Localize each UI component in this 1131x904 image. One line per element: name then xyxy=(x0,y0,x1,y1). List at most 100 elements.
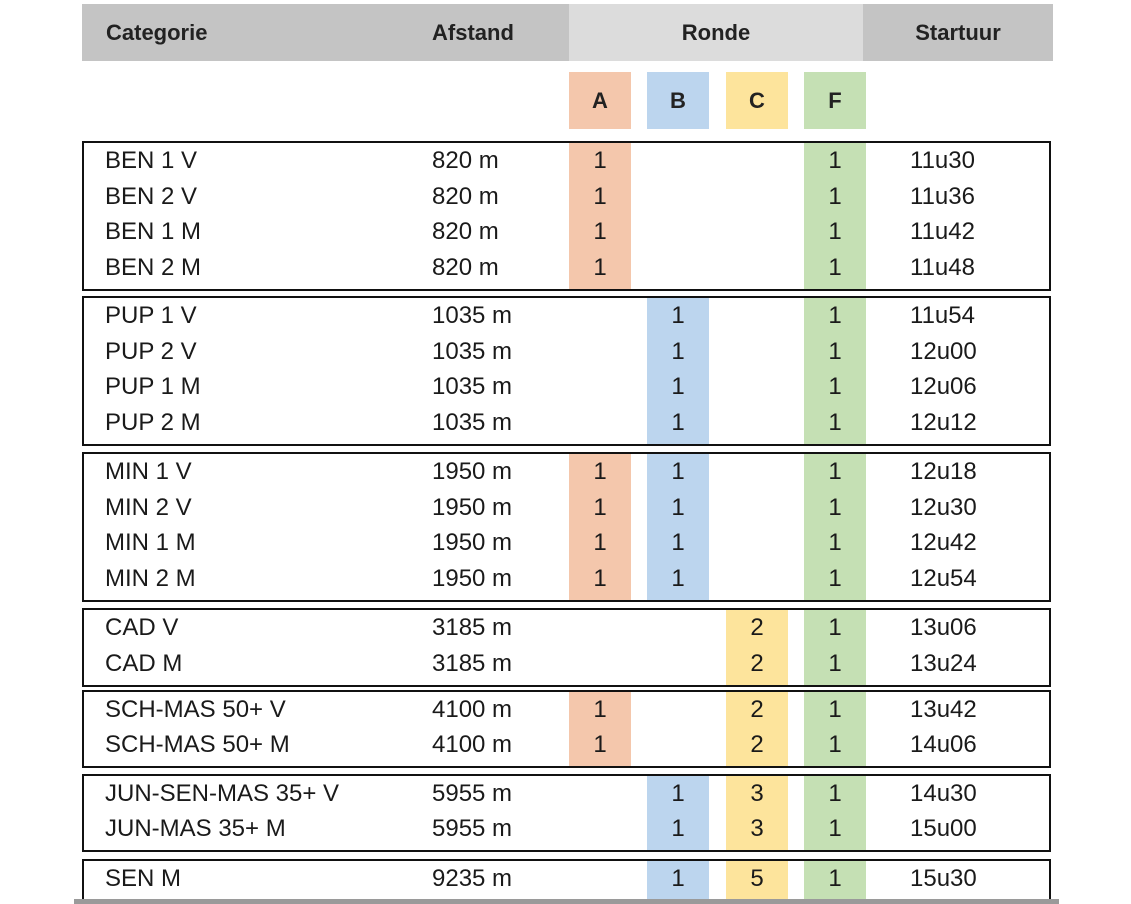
row-category: SEN M xyxy=(105,865,182,892)
round-f-strip xyxy=(804,454,866,600)
row-category: BEN 2 M xyxy=(105,253,202,281)
row-round-a-count: 1 xyxy=(593,493,607,521)
category-group xyxy=(82,141,1051,291)
row-start-time: 12u00 xyxy=(910,337,977,365)
row-distance: 3185 m xyxy=(432,649,513,677)
row-round-c-count: 2 xyxy=(750,649,764,677)
round-f-strip xyxy=(804,776,866,850)
row-round-f-count: 1 xyxy=(828,253,842,281)
header-ronde-cell: Ronde xyxy=(569,4,863,61)
row-round-c-count: 2 xyxy=(750,696,764,723)
row-distance: 820 m xyxy=(432,218,499,245)
category-group xyxy=(82,859,1051,902)
round-f-strip xyxy=(804,143,866,289)
row-category: BEN 1 M xyxy=(105,218,202,245)
round-b-strip xyxy=(647,776,709,850)
round-a-strip xyxy=(569,454,631,600)
row-round-a-count: 1 xyxy=(593,458,607,485)
row-distance: 1950 m xyxy=(432,564,513,592)
row-distance: 4100 m xyxy=(432,696,513,723)
row-category: PUP 1 V xyxy=(105,302,197,329)
row-round-f-count: 1 xyxy=(828,529,842,556)
round-f-strip xyxy=(804,692,866,766)
round-a-text: A xyxy=(592,87,608,113)
row-category: BEN 1 V xyxy=(105,147,198,174)
row-category: PUP 2 M xyxy=(105,408,201,436)
round-b-label: B xyxy=(647,72,709,129)
row-round-f-count: 1 xyxy=(828,865,842,892)
row-category: MIN 2 V xyxy=(105,493,192,521)
row-round-a-count: 1 xyxy=(593,731,607,758)
row-distance: 1035 m xyxy=(432,408,513,436)
row-round-f-count: 1 xyxy=(828,649,842,677)
row-round-b-count: 1 xyxy=(671,337,685,365)
row-distance: 1035 m xyxy=(432,373,513,400)
row-category: JUN-SEN-MAS 35+ V xyxy=(105,780,340,807)
row-start-time: 11u54 xyxy=(910,302,975,329)
row-round-b-count: 1 xyxy=(671,564,685,592)
row-round-b-count: 1 xyxy=(671,458,685,485)
row-round-a-count: 1 xyxy=(593,218,607,245)
row-round-b-count: 1 xyxy=(671,780,685,807)
round-c-text: C xyxy=(749,87,765,113)
row-distance: 5955 m xyxy=(432,815,513,842)
row-category: CAD M xyxy=(105,649,183,677)
row-category: PUP 1 M xyxy=(105,373,201,400)
page-bottom-edge xyxy=(74,899,1059,904)
row-distance: 1950 m xyxy=(432,529,513,556)
row-round-c-count: 2 xyxy=(750,731,764,758)
row-round-b-count: 1 xyxy=(671,493,685,521)
row-start-time: 14u06 xyxy=(910,731,977,758)
round-b-text: B xyxy=(670,87,686,113)
row-category: SCH-MAS 50+ V xyxy=(105,696,286,723)
row-category: JUN-MAS 35+ M xyxy=(105,815,286,842)
row-start-time: 11u36 xyxy=(910,182,975,210)
row-distance: 1950 m xyxy=(432,493,513,521)
row-start-time: 14u30 xyxy=(910,780,977,807)
header-afstand-cell: Afstand xyxy=(427,4,569,61)
row-round-b-count: 1 xyxy=(671,302,685,329)
row-round-f-count: 1 xyxy=(828,696,842,723)
round-b-strip xyxy=(647,861,709,900)
row-round-f-count: 1 xyxy=(828,564,842,592)
round-a-strip xyxy=(569,143,631,289)
row-start-time: 11u42 xyxy=(910,218,975,245)
row-category: MIN 1 M xyxy=(105,529,196,556)
round-b-strip xyxy=(647,454,709,600)
round-f-strip xyxy=(804,610,866,685)
round-f-strip xyxy=(804,861,866,900)
header-startuur-cell: Startuur xyxy=(863,4,1053,61)
row-round-f-count: 1 xyxy=(828,614,842,641)
row-round-f-count: 1 xyxy=(828,408,842,436)
row-category: PUP 2 V xyxy=(105,337,197,365)
row-round-c-count: 5 xyxy=(750,865,764,892)
row-round-a-count: 1 xyxy=(593,696,607,723)
row-round-a-count: 1 xyxy=(593,564,607,592)
row-round-a-count: 1 xyxy=(593,182,607,210)
row-round-a-count: 1 xyxy=(593,529,607,556)
row-distance: 3185 m xyxy=(432,614,513,641)
row-round-b-count: 1 xyxy=(671,408,685,436)
row-round-f-count: 1 xyxy=(828,780,842,807)
header-afstand: Afstand xyxy=(432,19,514,45)
round-f-strip xyxy=(804,298,866,444)
round-a-label: A xyxy=(569,72,631,129)
row-distance: 4100 m xyxy=(432,731,513,758)
row-start-time: 12u54 xyxy=(910,564,977,592)
row-start-time: 13u24 xyxy=(910,649,977,677)
row-category: MIN 2 M xyxy=(105,564,196,592)
row-round-c-count: 2 xyxy=(750,614,764,641)
row-distance: 820 m xyxy=(432,147,499,174)
row-start-time: 12u30 xyxy=(910,493,977,521)
row-distance: 1035 m xyxy=(432,302,513,329)
row-distance: 5955 m xyxy=(432,780,513,807)
round-f-label: F xyxy=(804,72,866,129)
row-round-f-count: 1 xyxy=(828,337,842,365)
round-f-text: F xyxy=(828,87,842,113)
row-start-time: 11u30 xyxy=(910,147,975,174)
row-round-f-count: 1 xyxy=(828,731,842,758)
row-round-b-count: 1 xyxy=(671,529,685,556)
row-category: BEN 2 V xyxy=(105,182,198,210)
row-distance: 820 m xyxy=(432,253,499,281)
row-round-f-count: 1 xyxy=(828,458,842,485)
